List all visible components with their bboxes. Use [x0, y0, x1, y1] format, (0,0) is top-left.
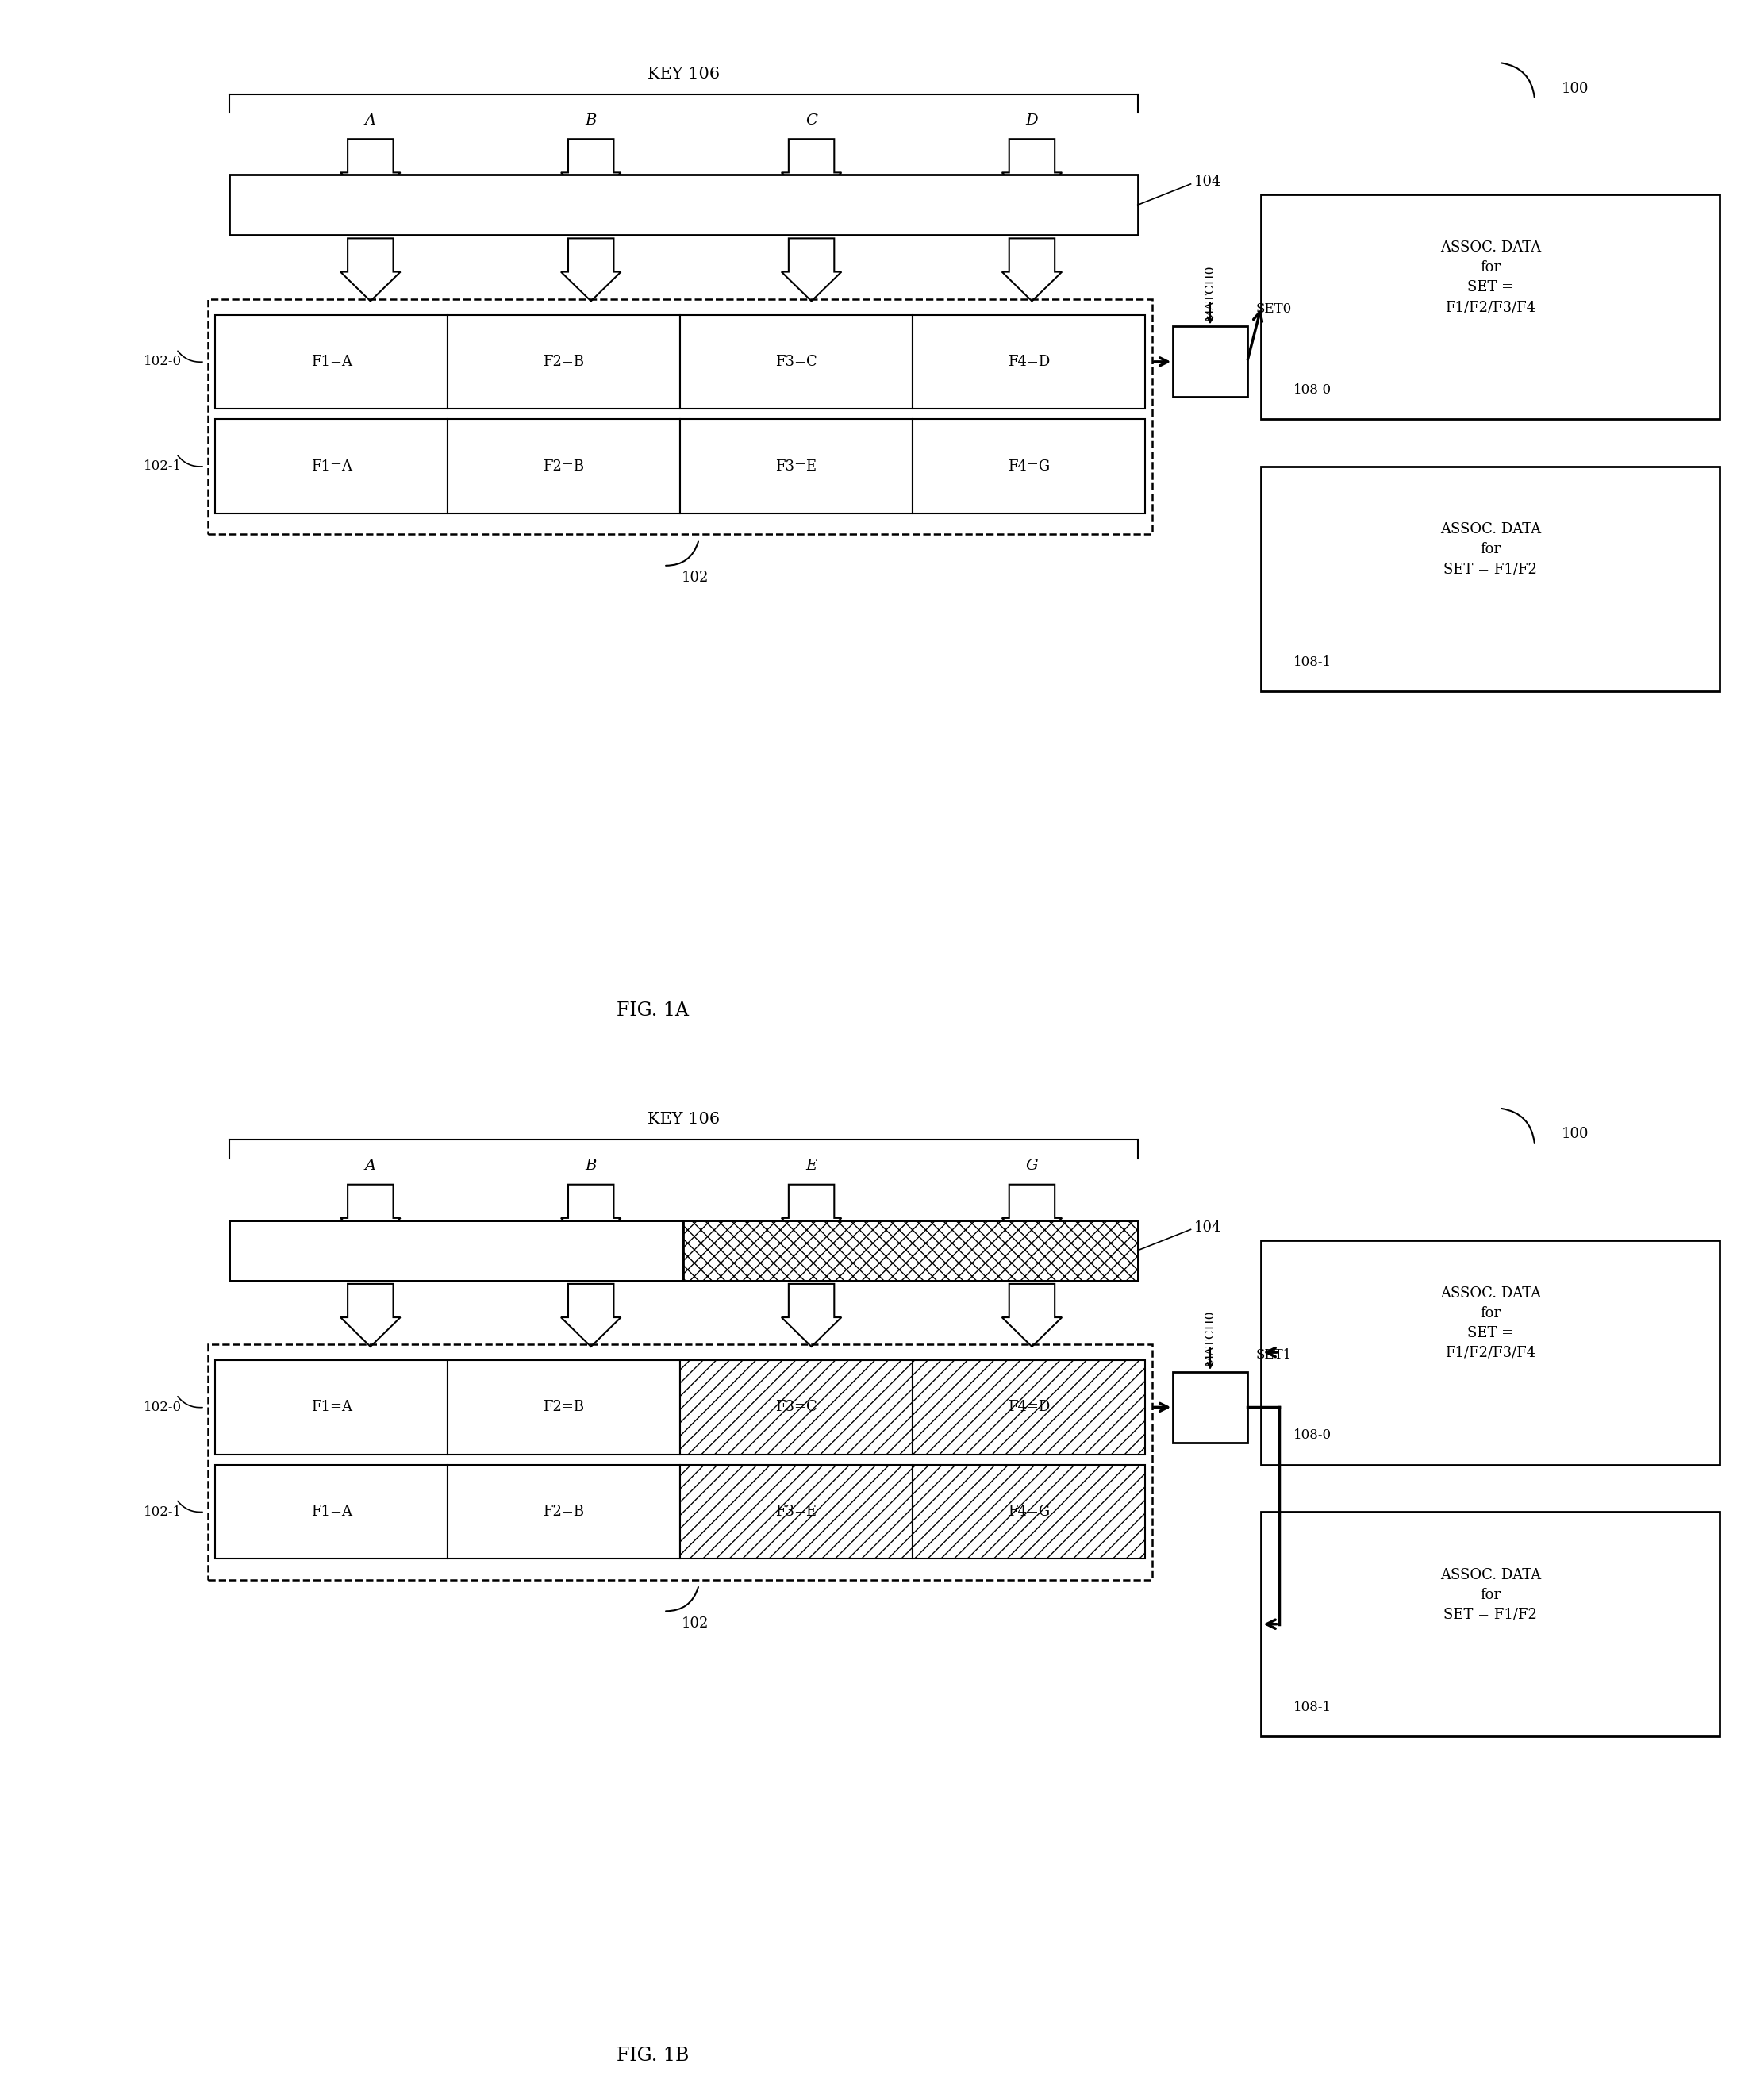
Text: 102: 102: [681, 1616, 709, 1631]
Text: 102-0: 102-0: [143, 1401, 182, 1414]
Text: SET1: SET1: [1256, 1349, 1291, 1361]
Bar: [215, 316, 448, 410]
Bar: [912, 316, 1145, 410]
Text: ASSOC. DATA
for
SET =
F1/F2/F3/F4: ASSOC. DATA for SET = F1/F2/F3/F4: [1439, 240, 1542, 314]
Bar: [681, 316, 912, 410]
Bar: [912, 1361, 1145, 1455]
Bar: [912, 1466, 1145, 1560]
Bar: [229, 176, 1138, 236]
Text: F4=G: F4=G: [1007, 460, 1050, 473]
Text: 108-0: 108-0: [1293, 383, 1332, 397]
Text: C: C: [806, 113, 817, 128]
Text: F3=E: F3=E: [776, 460, 817, 473]
Bar: [1261, 466, 1720, 690]
Text: 102-0: 102-0: [143, 355, 182, 368]
Bar: [215, 1466, 448, 1560]
Text: KEY 106: KEY 106: [647, 1112, 720, 1127]
Text: SET0: SET0: [1256, 303, 1291, 316]
Text: 102-1: 102-1: [143, 460, 182, 473]
Text: 108-1: 108-1: [1293, 1700, 1332, 1715]
Text: 108-1: 108-1: [1293, 654, 1332, 669]
Bar: [208, 1345, 1152, 1581]
Bar: [215, 1361, 448, 1455]
Text: E: E: [806, 1158, 817, 1173]
Text: 104: 104: [1194, 176, 1221, 188]
Bar: [229, 1221, 1138, 1280]
Text: G: G: [1025, 1158, 1039, 1173]
Bar: [684, 1221, 1138, 1280]
Text: 100: 100: [1561, 82, 1589, 96]
Text: F1=A: F1=A: [310, 460, 353, 473]
Bar: [912, 418, 1145, 512]
Text: F4=D: F4=D: [1007, 355, 1050, 368]
Text: F1=A: F1=A: [310, 1506, 353, 1518]
Bar: [448, 1361, 681, 1455]
Text: A: A: [365, 113, 376, 128]
Text: F4=D: F4=D: [1007, 1401, 1050, 1414]
Text: F1=A: F1=A: [310, 1401, 353, 1414]
Bar: [681, 1466, 912, 1560]
Bar: [448, 418, 681, 512]
Text: 102: 102: [681, 571, 709, 585]
Text: 108-0: 108-0: [1293, 1428, 1332, 1443]
Bar: [448, 1466, 681, 1560]
Bar: [448, 316, 681, 410]
Bar: [229, 1221, 684, 1280]
Text: ASSOC. DATA
for
SET =
F1/F2/F3/F4: ASSOC. DATA for SET = F1/F2/F3/F4: [1439, 1286, 1542, 1359]
Text: A: A: [365, 1158, 376, 1173]
Text: 100: 100: [1561, 1127, 1589, 1142]
Text: F2=B: F2=B: [543, 355, 584, 368]
Text: F3=C: F3=C: [776, 355, 817, 368]
Text: F1=A: F1=A: [310, 355, 353, 368]
Text: F2=B: F2=B: [543, 1401, 584, 1414]
Text: ASSOC. DATA
for
SET = F1/F2: ASSOC. DATA for SET = F1/F2: [1439, 523, 1542, 577]
Bar: [208, 299, 1152, 535]
Text: D: D: [1025, 113, 1039, 128]
Text: F2=B: F2=B: [543, 1506, 584, 1518]
Bar: [1261, 1240, 1720, 1464]
Text: MATCH0: MATCH0: [1205, 266, 1215, 322]
Text: F4=G: F4=G: [1007, 1506, 1050, 1518]
Bar: [1261, 1512, 1720, 1736]
Bar: [681, 418, 912, 512]
Text: ASSOC. DATA
for
SET = F1/F2: ASSOC. DATA for SET = F1/F2: [1439, 1568, 1542, 1623]
Bar: [681, 1361, 912, 1455]
Text: 102-1: 102-1: [143, 1506, 182, 1518]
Text: FIG. 1A: FIG. 1A: [617, 1002, 688, 1020]
Bar: [1173, 1372, 1247, 1443]
Text: B: B: [586, 113, 596, 128]
Text: F3=C: F3=C: [776, 1401, 817, 1414]
Text: MATCH0: MATCH0: [1205, 1311, 1215, 1368]
Bar: [1173, 326, 1247, 397]
Text: FIG. 1B: FIG. 1B: [616, 2047, 690, 2066]
Bar: [215, 418, 448, 512]
Text: 104: 104: [1194, 1221, 1221, 1234]
Text: F2=B: F2=B: [543, 460, 584, 473]
Bar: [1261, 194, 1720, 418]
Text: KEY 106: KEY 106: [647, 67, 720, 82]
Text: F3=E: F3=E: [776, 1506, 817, 1518]
Text: B: B: [586, 1158, 596, 1173]
